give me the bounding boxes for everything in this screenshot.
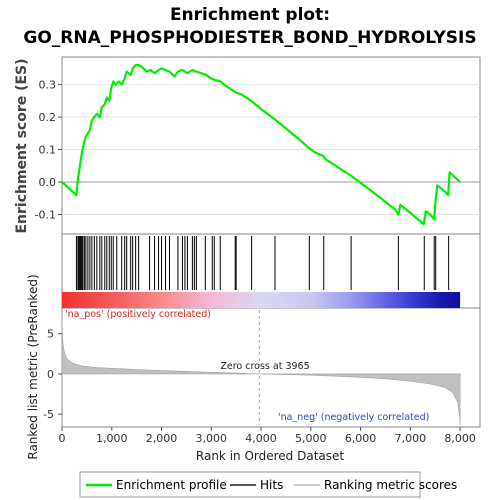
chart-title-line1: Enrichment plot: <box>170 5 330 25</box>
x-axis-label: Rank in Ordered Dataset <box>196 449 344 463</box>
x-tick-label: 6,000 <box>345 432 377 445</box>
metric-y-tick-label: 5 <box>47 328 54 341</box>
x-tick-label: 1,000 <box>96 432 128 445</box>
x-tick-label: 7,000 <box>395 432 427 445</box>
x-tick-label: 0 <box>59 432 66 445</box>
es-y-axis-ticks: -0.1 0.0 0.1 0.2 0.3 <box>35 79 62 222</box>
chart-title-line2: GO_RNA_PHOSPHODIESTER_BOND_HYDROLYSIS <box>23 28 476 48</box>
es-panel-frame <box>62 57 480 234</box>
legend-hits-label: Hits <box>260 478 283 492</box>
es-y-tick-label: 0.2 <box>39 111 57 124</box>
es-y-tick-label: -0.1 <box>35 209 56 222</box>
metric-y-axis-label: Ranked list metric (PreRanked) <box>26 274 40 459</box>
es-y-tick-label: 0.3 <box>39 79 57 92</box>
x-tick-label: 8,000 <box>444 432 476 445</box>
es-y-tick-label: 0.0 <box>39 176 57 189</box>
na-neg-annotation: 'na_neg' (negatively correlated) <box>278 412 429 423</box>
x-tick-label: 2,000 <box>146 432 178 445</box>
x-axis-ticks: 0 1,000 2,000 3,000 4,000 5,000 6,000 7,000 8,00… <box>59 427 476 445</box>
na-pos-annotation: 'na_pos' (positively correlated) <box>65 309 211 320</box>
chart-legend: Enrichment profile Hits Ranking metric s… <box>80 472 457 497</box>
metric-y-tick-label: -5 <box>43 408 54 421</box>
x-tick-label: 5,000 <box>295 432 327 445</box>
metric-y-tick-label: 0 <box>47 368 54 381</box>
metric-y-axis-ticks: -5 0 5 <box>43 328 62 421</box>
legend-metric-label: Ranking metric scores <box>324 478 457 492</box>
heat-bar-gradient <box>62 292 460 308</box>
legend-enrichment-label: Enrichment profile <box>116 478 227 492</box>
x-tick-label: 3,000 <box>196 432 228 445</box>
es-y-tick-label: 0.1 <box>39 144 57 157</box>
zero-cross-annotation: Zero cross at 3965 <box>220 361 309 372</box>
ranked-list-heat-bar <box>62 292 460 308</box>
es-y-axis-label: Enrichment score (ES) <box>14 58 30 233</box>
x-tick-label: 4,000 <box>245 432 277 445</box>
